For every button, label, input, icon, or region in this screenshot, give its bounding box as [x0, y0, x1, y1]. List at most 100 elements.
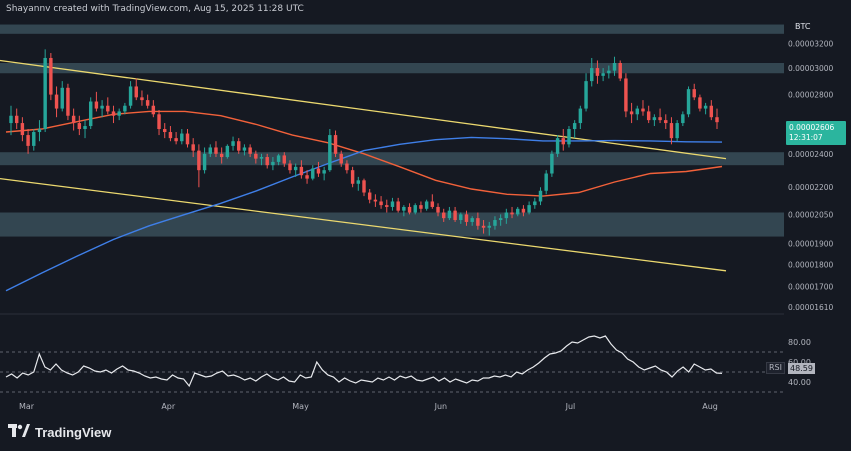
- candle-body: [49, 57, 53, 95]
- candle-body: [379, 201, 383, 206]
- candle-body: [100, 105, 104, 109]
- ma-blue-line: [5, 136, 723, 292]
- rsi-value: 48.59: [788, 362, 815, 374]
- candle-body: [459, 214, 463, 221]
- price-tick-label: 0.00001610: [788, 303, 834, 312]
- candle-body: [32, 132, 36, 146]
- month-tick-label: Apr: [161, 402, 176, 411]
- candle-body: [333, 135, 338, 154]
- candle-body: [624, 78, 628, 112]
- candle-countdown: 12:31:07: [789, 133, 823, 142]
- descending-channel: [0, 59, 727, 272]
- candle-body: [595, 68, 600, 76]
- zone-band: [0, 62, 784, 74]
- candle-body: [271, 161, 275, 166]
- candle-body: [134, 86, 138, 98]
- logo-text: TradingView: [35, 424, 112, 440]
- candle-body: [208, 147, 212, 154]
- candle-body: [168, 132, 173, 139]
- time-axis[interactable]: Mar Apr May Jun Jul Aug: [19, 402, 718, 411]
- candle-body: [635, 108, 640, 115]
- candle-body: [373, 199, 378, 202]
- candle-body: [430, 201, 435, 207]
- candle-body: [37, 129, 42, 133]
- candle-body: [145, 100, 150, 106]
- candle-body: [470, 218, 474, 222]
- rsi-value-badge: RSI 48.59: [766, 362, 815, 374]
- candle-body: [311, 168, 315, 179]
- price-tick-label: 0.00002050: [788, 210, 834, 219]
- candle-body: [14, 115, 19, 124]
- candle-body: [652, 117, 657, 121]
- candle-body: [669, 123, 674, 139]
- price-tick-label: 0.00002200: [788, 183, 834, 192]
- rsi-line: [5, 335, 723, 388]
- zone-band: [0, 152, 784, 166]
- candle-body: [9, 115, 13, 124]
- candle-body: [322, 170, 326, 174]
- candle-body: [641, 108, 645, 112]
- candle-body: [385, 205, 389, 207]
- candle-body: [629, 111, 634, 115]
- candle-body: [197, 150, 201, 171]
- current-price: 0.00002606: [789, 123, 835, 132]
- candle-body: [510, 212, 514, 215]
- candle-body: [567, 129, 571, 145]
- tradingview-logo-icon: [8, 424, 30, 440]
- support-resistance-zones: [0, 24, 784, 237]
- candle-body: [367, 192, 372, 200]
- candle-body: [237, 141, 241, 151]
- candle-body: [646, 111, 651, 121]
- rsi-tick-label: 80.00: [788, 338, 811, 347]
- candle-body: [60, 87, 64, 109]
- price-tick-label: 0.00001900: [788, 240, 834, 249]
- candle-body: [572, 123, 577, 130]
- price-tick-label: 0.00003000: [788, 64, 834, 73]
- candle-body: [436, 206, 440, 213]
- price-tick-label: 0.00001800: [788, 260, 834, 269]
- candle-body: [328, 135, 332, 171]
- price-axis[interactable]: 0.00003200 0.00003000 0.00002800 0.00002400…: [788, 39, 834, 312]
- candle-body: [299, 166, 304, 176]
- candle-body: [350, 170, 355, 184]
- candle-body: [163, 129, 167, 133]
- zone-band: [0, 24, 784, 34]
- candle-body: [106, 105, 110, 112]
- candle-body: [527, 205, 531, 213]
- tradingview-logo[interactable]: TradingView: [8, 424, 111, 440]
- month-tick-label: Jun: [434, 402, 448, 411]
- price-tick-label: 0.00002400: [788, 150, 834, 159]
- candle-body: [128, 86, 133, 106]
- candle-body: [407, 206, 412, 213]
- candle-body: [533, 201, 537, 206]
- candle-body: [248, 147, 252, 154]
- candle-body: [703, 105, 708, 109]
- candle-body: [356, 180, 361, 184]
- candle-body: [584, 81, 588, 109]
- ticker-badge[interactable]: BTC: [789, 20, 845, 34]
- zone-band: [0, 212, 784, 237]
- price-tick-label: 0.00002800: [788, 91, 834, 100]
- candle-body: [276, 155, 281, 162]
- candle-body: [692, 89, 696, 98]
- candle-body: [555, 138, 560, 154]
- candle-body: [464, 214, 469, 222]
- candle-body: [219, 153, 224, 158]
- candle-body: [254, 153, 258, 159]
- candle-body: [607, 70, 611, 74]
- candle-body: [681, 114, 685, 124]
- candle-body: [288, 163, 292, 171]
- candle-body: [419, 205, 423, 209]
- candle-body: [66, 87, 70, 116]
- candle-body: [709, 105, 714, 118]
- price-tick-label: 0.00003200: [788, 39, 834, 48]
- candle-body: [345, 163, 349, 171]
- candle-body: [521, 208, 526, 213]
- candle-body: [140, 97, 144, 101]
- candle-body: [316, 168, 321, 174]
- rsi-name-label: RSI: [766, 362, 785, 374]
- candle-body: [561, 138, 565, 145]
- candle-body: [481, 225, 486, 228]
